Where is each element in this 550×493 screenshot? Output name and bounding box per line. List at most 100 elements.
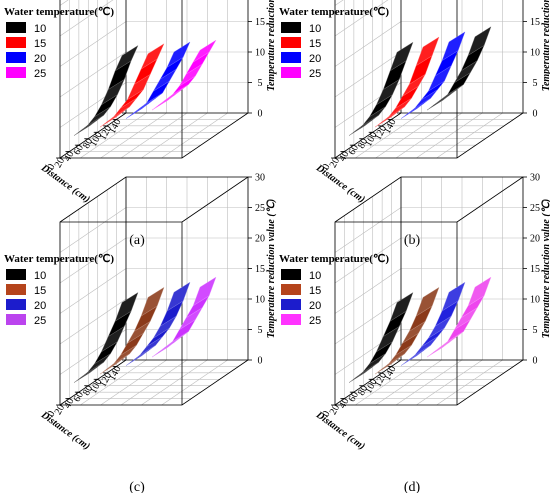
legend-swatch	[281, 269, 301, 280]
z-tick-label: 15	[530, 17, 540, 28]
floor-gridline	[100, 359, 167, 406]
x-tick-label: 20	[53, 156, 67, 170]
z-tick-label: 5	[258, 325, 263, 336]
series-20-surface	[400, 31, 466, 119]
panel-label: (d)	[404, 480, 421, 493]
z-axis-title: Temperature reduction value (℃)	[266, 199, 277, 338]
side-wall-gridline	[334, 237, 402, 284]
series-10-surface	[73, 292, 139, 383]
chart-walls	[334, 176, 524, 406]
x-tick-label: 60	[72, 143, 86, 157]
z-tick-label: 20	[255, 234, 265, 245]
z-tick-label: 15	[255, 264, 265, 275]
x-tick-label: 0	[46, 162, 58, 172]
legend-swatch	[6, 299, 26, 310]
legend-swatch	[281, 52, 301, 63]
floor-gridline	[436, 112, 503, 159]
x-tick-label: 0	[46, 409, 58, 419]
surface-segment	[140, 286, 165, 317]
x-tick-label: 80	[356, 137, 370, 151]
legend-label: 10	[34, 23, 46, 35]
legend-swatch	[281, 22, 301, 33]
side-wall-gridline	[334, 268, 402, 314]
x-tick-label: 0	[321, 409, 333, 419]
z-tick-label: 0	[533, 356, 538, 367]
series-surfaces	[348, 26, 492, 136]
z-tick-label: 5	[533, 78, 538, 89]
chart-panel-4: 0 5 10 15 20 25 30 Temperature reduction value …	[279, 173, 550, 493]
x-tick-label: 40	[337, 396, 351, 410]
legend-swatch	[281, 299, 301, 310]
surface-segment	[140, 43, 165, 70]
floor-gridline	[161, 359, 228, 406]
z-tick-label: 20	[530, 234, 540, 245]
legend-label: 10	[309, 270, 321, 282]
z-tick-label: 25	[530, 203, 540, 214]
legend-swatch	[6, 269, 26, 280]
x-tick-label: 20	[328, 156, 342, 170]
legend: Water temperature(℃) 10 15 20 25	[279, 6, 389, 80]
side-wall-gridline	[59, 268, 127, 314]
x-tick-label: 60	[347, 390, 361, 404]
legend-label: 20	[309, 300, 321, 312]
surface-segment	[389, 292, 414, 322]
series-surfaces	[73, 40, 217, 136]
floor-gridline	[395, 359, 463, 406]
chart-panel-1: 0 5 10 15 20 25 30 Temperature reduction value …	[4, 0, 277, 248]
legend-title: Water temperature(℃)	[4, 253, 114, 265]
box-edge	[181, 176, 249, 223]
floor-gridline	[80, 112, 147, 159]
floor-gridline	[375, 359, 442, 406]
legend-title: Water temperature(℃)	[4, 6, 114, 18]
x-tick-label: 40	[337, 149, 351, 163]
z-tick-label: 30	[530, 173, 540, 184]
legend-title: Water temperature(℃)	[279, 253, 389, 265]
side-wall-gridline	[59, 0, 69, 6]
legend-label: 15	[309, 38, 321, 50]
z-tick-label: 10	[255, 48, 265, 59]
series-15-surface	[99, 43, 165, 128]
z-tick-label: 30	[255, 173, 265, 184]
floor-gridline	[436, 359, 503, 406]
x-tick-label: 60	[347, 143, 361, 157]
x-tick-label: 80	[356, 384, 370, 398]
series-surfaces	[348, 276, 492, 383]
series-20-surface	[400, 281, 466, 366]
surface-segment	[114, 45, 139, 72]
chart-walls	[59, 176, 249, 406]
legend: Water temperature(℃) 10 15 20 25	[279, 253, 389, 327]
side-wall-gridline	[334, 207, 402, 253]
side-wall-gridline	[59, 51, 127, 98]
side-wall-gridline	[334, 51, 402, 98]
chart-frame	[334, 0, 524, 159]
side-wall-gridline	[59, 0, 114, 37]
side-wall-gridline	[59, 298, 127, 345]
series-10-surface	[73, 45, 139, 136]
legend-swatch	[281, 67, 301, 78]
x-tick-label: 20	[53, 403, 67, 417]
surface-segment	[467, 276, 492, 307]
legend-label: 10	[309, 23, 321, 35]
series-20-surface	[125, 281, 191, 366]
surface-segment	[166, 41, 191, 68]
legend-swatch	[6, 37, 26, 48]
x-tick-label: 20	[328, 403, 342, 417]
legend-label: 20	[309, 53, 321, 65]
panel-label: (a)	[129, 233, 145, 248]
legend-label: 15	[34, 38, 46, 50]
z-tick-label: 25	[255, 203, 265, 214]
floor-gridline	[100, 112, 167, 159]
legend-label: 10	[34, 270, 46, 282]
chart-frame	[59, 176, 249, 406]
surface-segment	[192, 40, 217, 63]
floor-gridline	[141, 359, 208, 406]
z-axis: 0 5 10 15 20 25 30 Temperature reduction value …	[248, 173, 277, 367]
x-axis-title: Distance (cm)	[38, 162, 92, 205]
chart-panel-2: 0 5 10 15 20 25 30 Temperature reduction value …	[279, 0, 550, 248]
z-axis-title: Temperature reduction value (℃)	[266, 0, 277, 91]
floor-gridline	[120, 359, 188, 406]
